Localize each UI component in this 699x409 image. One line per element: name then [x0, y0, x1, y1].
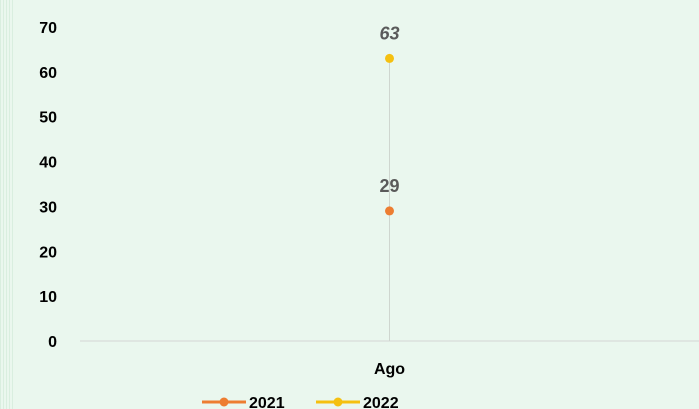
y-tick-label: 0: [48, 334, 57, 351]
legend-marker-2022: [333, 397, 343, 407]
legend: 2021 2022: [202, 395, 399, 409]
data-point-2021: [385, 206, 394, 216]
legend-label-2021: 2021: [249, 395, 285, 409]
y-tick-label: 50: [39, 110, 57, 127]
y-tick-label: 70: [39, 20, 57, 37]
legend-label-2022: 2022: [363, 395, 399, 409]
decorative-stripe: [0, 0, 14, 409]
y-tick-label: 40: [39, 155, 57, 172]
y-tick-label: 60: [39, 65, 57, 82]
data-label-2021: 29: [379, 176, 399, 196]
x-axis: Ago: [374, 361, 405, 378]
data-label-2022: 63: [379, 23, 399, 43]
legend-marker-2021: [219, 397, 229, 407]
y-axis: 0 10 20 30 40 50 60 70: [39, 20, 57, 351]
y-tick-label: 10: [39, 289, 57, 306]
x-tick-label: Ago: [374, 361, 405, 378]
data-point-2022: [385, 53, 394, 63]
data-labels: 29 63: [379, 23, 399, 196]
y-tick-label: 20: [39, 244, 57, 261]
y-tick-label: 30: [39, 199, 57, 216]
data-points: [385, 53, 394, 216]
